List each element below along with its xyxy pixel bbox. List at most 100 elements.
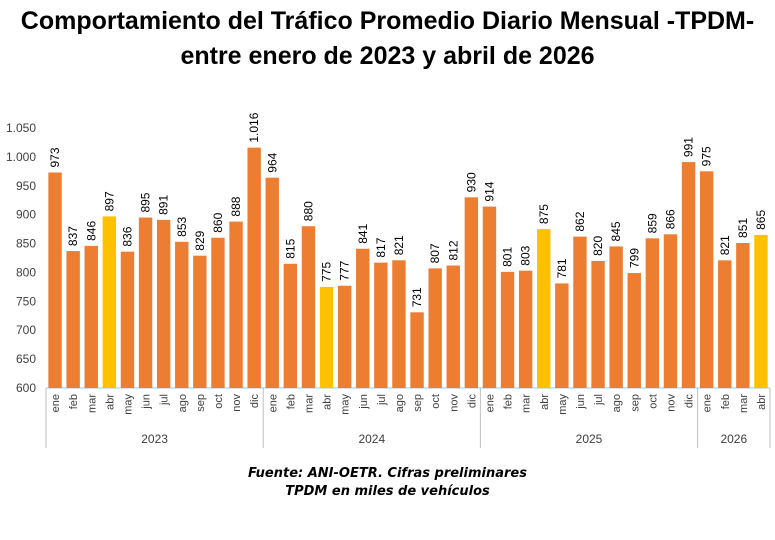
data-label: 841 [356,223,370,243]
data-label: 820 [591,236,605,256]
bar [265,177,279,388]
data-label: 991 [682,137,696,157]
month-tick-label: ago [177,394,189,412]
bar [229,221,243,388]
month-tick-label: oct [430,394,442,409]
year-group-label: 2025 [576,432,603,446]
month-tick-label: nov [231,394,243,412]
month-tick-label: jul [593,394,605,406]
data-label: 851 [736,218,750,238]
chart-title-line-2: entre enero de 2023 y abril de 2026 [180,42,595,70]
year-group-label: 2026 [720,432,747,446]
month-tick-label: mar [738,394,750,413]
bar [337,285,352,388]
data-label: 812 [446,240,460,260]
y-tick-label: 600 [16,381,36,395]
data-label: 821 [718,235,732,255]
bar [66,251,80,388]
y-tick-label: 900 [16,208,36,222]
bar [410,312,424,388]
y-tick-label: 1.050 [6,121,36,135]
y-tick-label: 700 [16,323,36,337]
bar [156,219,171,388]
month-tick-label: feb [285,394,297,409]
month-tick-label: feb [503,394,515,409]
month-tick-label: dic [249,394,261,409]
bar [464,197,479,388]
month-tick-label: jun [141,394,153,410]
bar [645,238,660,388]
month-tick-label: ago [611,394,623,412]
y-tick-label: 650 [16,352,36,366]
month-tick-label: jun [358,394,370,410]
bar [301,226,316,388]
bar [482,206,497,388]
bar [120,251,135,388]
data-label: 897 [102,191,116,211]
month-tick-label: dic [684,394,696,409]
chart-title: Comportamiento del Tráfico Promedio Diar… [0,4,775,74]
bar [591,260,605,388]
bar [446,265,460,388]
data-label: 862 [573,211,587,231]
month-tick-label: sep [629,394,641,412]
bar [681,162,696,388]
bar [573,236,587,388]
data-label: 973 [48,147,62,167]
data-label: 807 [428,243,442,263]
data-label: 875 [537,204,551,224]
y-tick-label: 950 [16,179,36,193]
data-label: 860 [211,212,225,232]
y-tick-label: 1.000 [6,150,36,164]
month-tick-label: oct [213,394,225,409]
data-label: 895 [139,192,153,212]
bar [663,234,678,388]
bar [718,260,732,388]
bar [518,270,533,388]
data-label: 975 [700,146,714,166]
data-label: 930 [464,172,478,192]
month-tick-label: jul [159,394,171,406]
data-label: 829 [193,230,207,250]
month-tick-label: oct [647,394,659,409]
bar [175,241,189,388]
data-label: 866 [663,209,677,229]
bar [627,273,641,388]
month-tick-label: may [340,394,352,415]
month-tick-label: nov [448,394,460,412]
data-label: 880 [301,201,315,221]
month-tick-label: abr [104,394,116,410]
data-label: 845 [609,221,623,241]
bar [211,237,225,388]
bar [609,246,623,388]
month-tick-label: abr [322,394,334,410]
month-tick-label: jun [575,394,587,410]
year-group-label: 2024 [358,432,385,446]
month-tick-label: ene [702,394,714,412]
data-label: 799 [627,248,641,268]
data-label: 781 [555,258,569,278]
data-label: 801 [501,247,515,267]
data-label: 817 [374,237,388,257]
bar [84,245,98,388]
data-label: 964 [265,152,279,172]
data-label: 914 [482,181,496,201]
bar [428,268,442,388]
data-label: 865 [754,210,768,230]
month-tick-label: abr [756,394,768,410]
bar [699,171,714,388]
bar [356,248,370,388]
bar [537,229,551,388]
month-tick-label: feb [68,394,80,409]
month-tick-label: jul [376,394,388,406]
month-tick-label: nov [665,394,677,412]
month-tick-label: mar [86,394,98,413]
source-note: Fuente: ANI-OETR. Cifras preliminares [248,466,527,481]
y-tick-label: 850 [16,237,36,251]
data-label: 815 [283,238,297,258]
data-label: 731 [410,287,424,307]
bar-chart: 600 650 700 750 800 850 900 950 1.000 1.050 973 ene… [6,112,771,448]
data-label: 891 [157,195,171,215]
bar [283,263,298,388]
bar [555,283,569,388]
